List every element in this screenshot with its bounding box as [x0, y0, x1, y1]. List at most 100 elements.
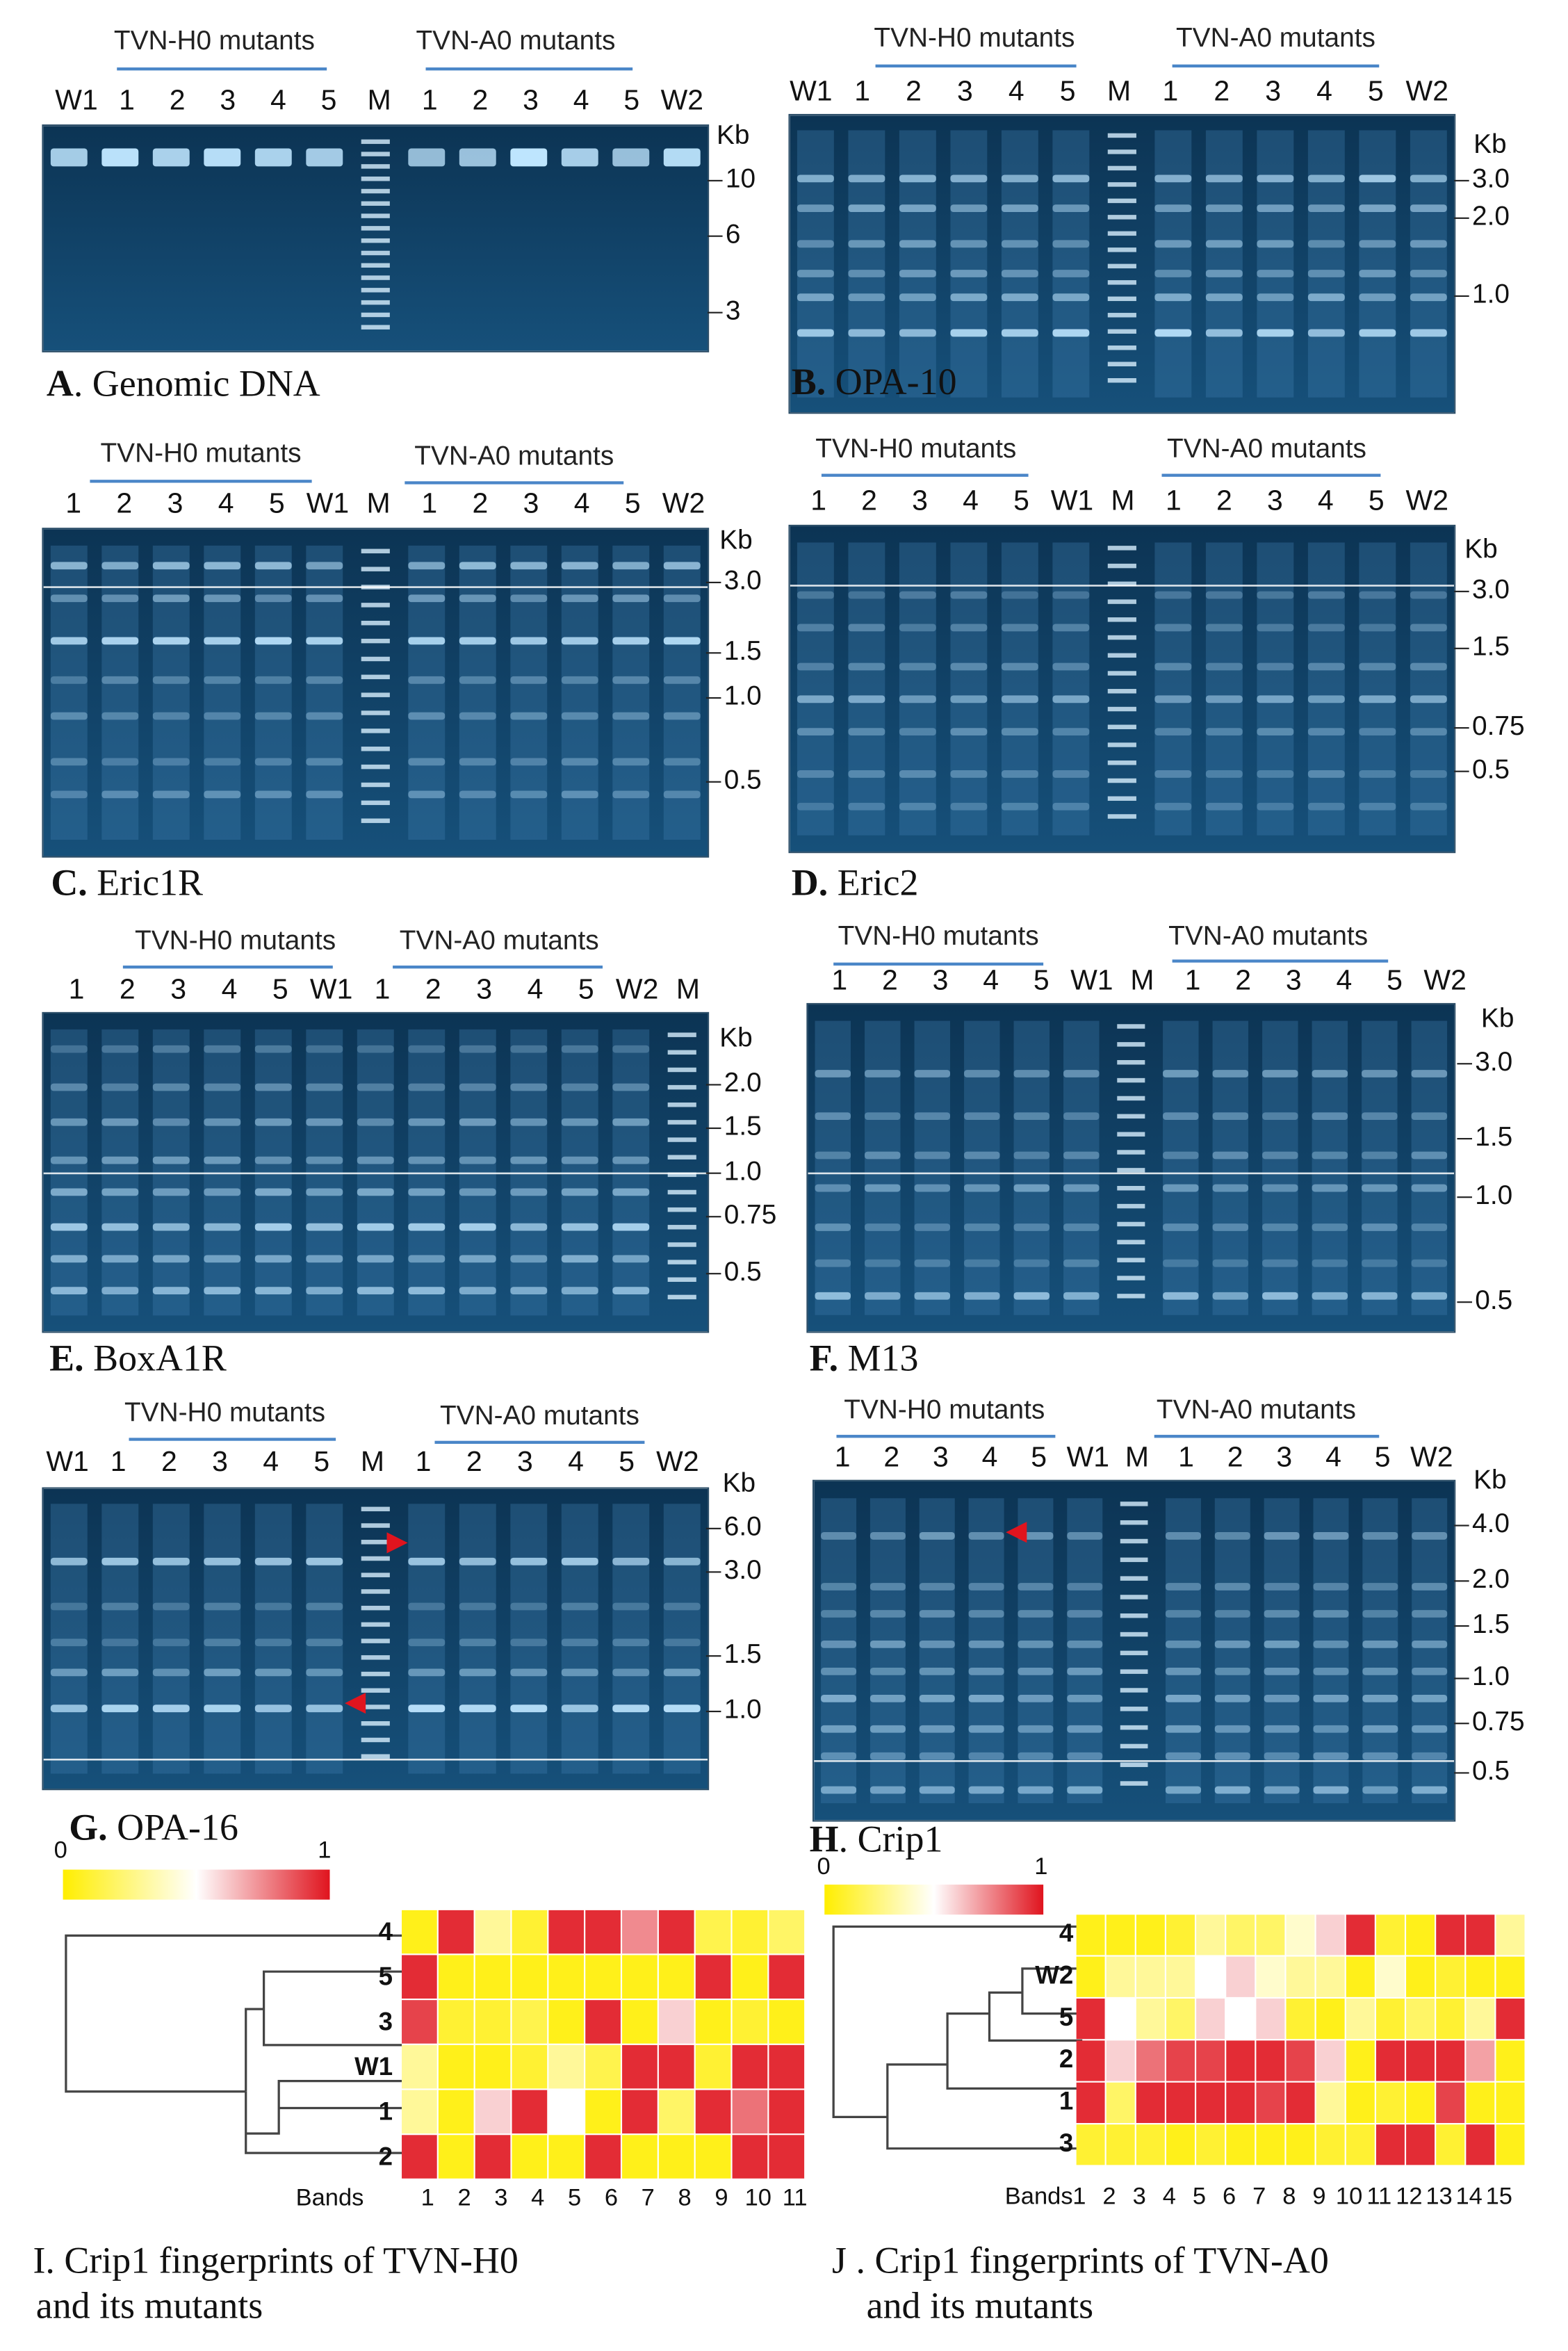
ladder-band [361, 548, 390, 554]
gel-band [1362, 1070, 1398, 1077]
gel-band [663, 637, 701, 645]
caption-letter: F. [809, 1339, 839, 1380]
ladder-band [1107, 345, 1136, 350]
lane-label: 1 [854, 76, 871, 108]
gel-band [815, 1070, 851, 1077]
gel-band [459, 562, 496, 570]
heatmap-cell [1136, 2082, 1165, 2124]
lane-label: W2 [615, 974, 659, 1007]
gel-band [459, 1156, 496, 1164]
heatmap-cell [585, 2000, 621, 2044]
gel-band [408, 1638, 446, 1647]
group-underline [875, 64, 1077, 68]
gel-band [50, 1188, 88, 1196]
marker-size-label: 0.75 [724, 1199, 777, 1230]
ladder-band [1117, 1024, 1145, 1029]
gel-band [561, 1045, 598, 1053]
ladder-band [1107, 581, 1136, 587]
gel-band [510, 594, 548, 603]
gel-band [561, 1638, 598, 1647]
legend-min: 0 [817, 1854, 831, 1880]
lane-label: 2 [119, 974, 136, 1007]
gel-band [1205, 770, 1243, 778]
marker-tick [1454, 1772, 1469, 1774]
lane-label: 3 [220, 85, 236, 117]
gel-band [1410, 591, 1447, 599]
gel-band [306, 594, 343, 603]
gel-band [50, 676, 88, 684]
gel-band [1205, 624, 1243, 632]
gel-band [1212, 1223, 1249, 1231]
gel-band [1313, 1695, 1349, 1702]
gel-band [1262, 1259, 1298, 1267]
gel-band [1067, 1641, 1103, 1648]
lane-label: 4 [1317, 485, 1334, 518]
gel-band [510, 676, 548, 684]
heatmap-band-number: 9 [714, 2186, 728, 2212]
gel-band [899, 591, 936, 599]
gel-band [968, 1725, 1004, 1733]
lane-label: M [367, 85, 391, 117]
gel-band [950, 695, 988, 703]
gel-band [1312, 1070, 1348, 1077]
gel-band [1307, 204, 1345, 212]
gel-band [1362, 1184, 1398, 1192]
gel-band [1154, 695, 1192, 703]
gel-band [510, 1083, 548, 1091]
caption-letter: C. [51, 863, 88, 904]
heatmap-cell [769, 2135, 805, 2179]
gel-band [152, 148, 190, 167]
kb-unit: Kb [1473, 1465, 1507, 1495]
gel-band [1411, 1112, 1448, 1121]
caption-letter: G. [69, 1808, 108, 1849]
gel-band [815, 1151, 851, 1160]
gel-band [1410, 293, 1447, 302]
ladder-band [1120, 1613, 1148, 1618]
marker-size-label: 3.0 [724, 565, 762, 596]
gel-band [408, 1188, 446, 1196]
gel-band [1205, 728, 1243, 735]
ladder-band [361, 238, 390, 243]
gel-band [869, 1641, 906, 1648]
heatmap-cell [438, 2044, 474, 2089]
gel-band [1165, 1725, 1201, 1733]
gel-band [1214, 1695, 1250, 1702]
ladder-band [667, 1260, 696, 1264]
group-label-h0: TVN-H0 mutants [124, 1397, 326, 1428]
heatmap-cell [438, 2090, 474, 2134]
gel-band [101, 1287, 139, 1295]
gel-band [1262, 1292, 1298, 1300]
group-label-a0: TVN-A0 mutants [1156, 1394, 1356, 1424]
gel-band [254, 712, 292, 720]
gel-band [254, 1188, 292, 1196]
gel-band [101, 148, 139, 167]
lane-label: W1 [1066, 1442, 1110, 1474]
lane-label: W1 [1070, 965, 1113, 998]
gel-band [1067, 1583, 1103, 1591]
ladder-band [1117, 1258, 1145, 1262]
gel-band [50, 1223, 88, 1231]
ladder-band [361, 638, 390, 644]
gel-band [101, 676, 139, 684]
gel-band [1001, 240, 1038, 248]
marker-size-label: 1.0 [724, 681, 762, 711]
ladder-band [361, 1721, 390, 1726]
gel-band [1052, 591, 1090, 599]
caption-title: OPA-10 [826, 362, 957, 404]
gel-band [1359, 329, 1396, 337]
gel-band [1212, 1259, 1249, 1267]
gel-band [919, 1532, 955, 1540]
gel-band [1154, 728, 1192, 735]
heatmap-cell [622, 1955, 658, 1999]
lane-label: W2 [1410, 1442, 1453, 1474]
gel-band [1013, 1292, 1050, 1300]
marker-size-label: 1.5 [724, 1111, 762, 1141]
heatmap-cell [1436, 1999, 1465, 2040]
ladder-band [1107, 796, 1136, 801]
ladder-band [361, 567, 390, 571]
caption-i-line1: I. Crip1 fingerprints of TVN-H0 [33, 2241, 518, 2282]
ladder-band [1120, 1669, 1148, 1674]
gel-band [1063, 1292, 1100, 1300]
ladder-band [361, 729, 390, 733]
lane-label: 3 [523, 85, 539, 117]
